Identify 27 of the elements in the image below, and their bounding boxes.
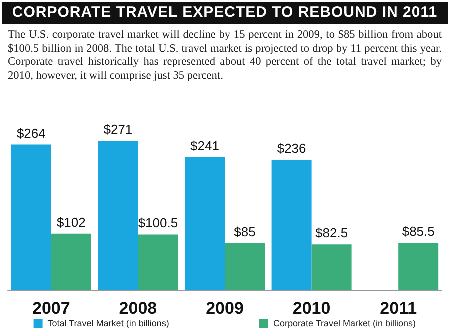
bar bbox=[138, 234, 178, 290]
data-label: $85 bbox=[234, 224, 256, 240]
data-label: $241 bbox=[190, 138, 220, 154]
chart-title: CORPORATE TRAVEL EXPECTED TO REBOUND IN 2011 bbox=[2, 2, 448, 24]
data-label: $100.5 bbox=[138, 216, 178, 231]
x-tick-label: 2010 bbox=[292, 299, 331, 318]
bar bbox=[312, 244, 352, 290]
data-label: $82.5 bbox=[316, 226, 348, 241]
data-label: $236 bbox=[277, 141, 306, 156]
data-label: $102 bbox=[56, 214, 86, 230]
data-label: $264 bbox=[16, 126, 46, 141]
legend-label: Corporate Travel Market (in billions) bbox=[273, 318, 416, 328]
x-tick-label: 2011 bbox=[380, 299, 418, 318]
x-tick-label: 2008 bbox=[119, 299, 158, 318]
bar bbox=[398, 242, 439, 290]
data-label: $85.5 bbox=[402, 224, 435, 239]
bar bbox=[185, 157, 225, 290]
chart-subtitle: The U.S. corporate travel market will decline by 15 percent in 2009, to $85 billion from about $100.5 billion in 2008. The total U.S. travel market is projected to drop by 11 percent this year. Corporate travel historically has represented about 40 percent of the total travel market; by 2010, however, it will comprise just 35 percent. bbox=[8, 29, 442, 83]
x-tick-label: 2007 bbox=[32, 299, 70, 318]
data-label: $271 bbox=[104, 122, 133, 137]
bar bbox=[51, 234, 92, 290]
bar bbox=[225, 243, 265, 290]
bar bbox=[11, 144, 52, 290]
bar bbox=[98, 140, 138, 290]
bar bbox=[272, 160, 312, 290]
x-tick-label: 2009 bbox=[206, 299, 244, 318]
legend-label: Total Travel Market (in billions) bbox=[48, 318, 170, 328]
